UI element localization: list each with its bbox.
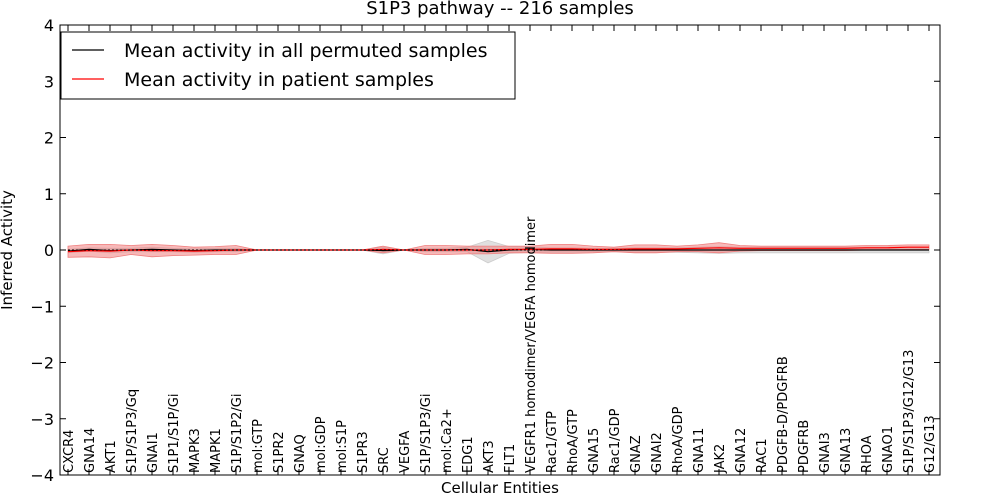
y-tick-label: 3 [44,72,54,91]
x-tick-label: GNA13 [839,428,854,473]
x-tick-label: RhoA/GDP [671,406,686,473]
x-tick-label: mol:Ca2+ [440,408,455,473]
x-tick-label: GNAO1 [881,426,896,473]
y-tick-label: 4 [44,16,54,35]
x-axis: CXCR4 GNA14 AKT1 S1P/S1P3/Gq GNAI1 S1P1/S1P/G… [62,25,938,475]
x-tick-label: GNAZ [629,435,644,473]
x-tick-label: AKT1 [104,440,119,473]
x-tick-label: S1P1/S1P/Gi [167,394,182,473]
x-tick-label: mol:S1P [335,420,350,473]
y-tick-label: −4 [30,466,54,485]
x-tick-label: S1PR3 [356,431,371,473]
x-tick-label: S1P/S1P3/G12/G13 [902,350,917,473]
line-patient [67,246,929,253]
x-tick-label: FLT1 [503,444,518,473]
x-tick-label: PDGFRB [797,420,812,473]
x-tick-label: JAK2 [713,444,728,474]
legend: Mean activity in all permuted samples Me… [60,31,516,100]
y-tick-label: −2 [30,354,54,373]
x-tick-label: EDG1 [461,436,476,473]
chart-title: S1P3 pathway -- 216 samples [366,0,634,19]
y-tick-label: 1 [44,185,54,204]
x-tick-label: S1P/S1P3/Gi [419,394,434,473]
x-tick-label: mol:GDP [314,416,329,473]
legend-label-permuted: Mean activity in all permuted samples [124,40,487,62]
x-tick-label: S1PR2 [272,431,287,473]
x-tick-label: RAC1 [755,438,770,473]
y-axis: −4 −3 −2 −1 0 1 2 3 4 [30,16,940,485]
x-tick-label: GNA14 [83,428,98,473]
x-tick-label: GNAI3 [818,432,833,473]
x-tick-label: GNA12 [734,428,749,473]
y-tick-label: −1 [30,297,54,316]
x-tick-label: GNA11 [692,428,707,473]
legend-label-patient: Mean activity in patient samples [124,69,434,91]
x-tick-label: CXCR4 [62,430,77,473]
x-tick-label: RHOA [860,435,875,473]
x-tick-label: GNAI2 [650,432,665,473]
x-tick-label: Rac1/GTP [545,411,560,473]
x-tick-label: S1P/S1P2/Gi [230,394,245,473]
x-tick-label: mol:GTP [251,419,266,473]
x-tick-label: GNAI1 [146,432,161,473]
y-tick-label: 2 [44,129,54,148]
x-tick-label: VEGFA [398,431,413,473]
x-tick-label: PDGFB-D/PDGFRB [776,356,791,473]
x-tick-label: GNA15 [587,428,602,473]
x-tick-label: SRC [377,447,392,473]
x-tick-label: G12/G13 [923,415,938,473]
legend-box [60,31,516,100]
x-axis-label: Cellular Entities [441,479,559,497]
x-tick-label: GNAQ [293,434,308,473]
x-tick-label: VEGFR1 homodimer/VEGFA homodimer [524,216,539,473]
y-axis-label: Inferred Activity [0,190,16,310]
x-tick-label: MAPK1 [209,428,224,473]
x-tick-label: RhoA/GTP [566,409,581,473]
x-tick-label: Rac1/GDP [608,408,623,473]
x-tick-label: AKT3 [482,440,497,473]
y-tick-label: −3 [30,410,54,429]
series-lines [67,246,929,253]
x-tick-label: S1P/S1P3/Gq [125,389,140,473]
y-tick-label: 0 [44,241,54,260]
x-tick-label: MAPK3 [188,428,203,473]
